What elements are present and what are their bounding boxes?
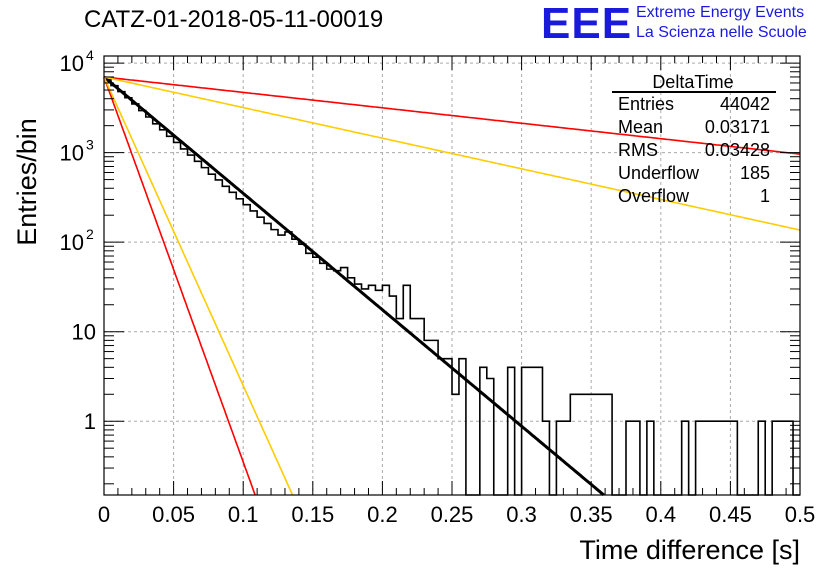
logo-line-2: La Scienza nelle Scuole — [636, 24, 807, 41]
chart-title: CATZ-01-2018-05-11-00019 — [84, 6, 384, 33]
fit-curve — [103, 76, 801, 155]
stats-entries-label: Entries — [618, 94, 674, 114]
fit-curve — [103, 75, 605, 497]
x-tick-label: 0.1 — [228, 502, 259, 527]
stats-mean-value: 0.03171 — [705, 117, 770, 137]
y-tick-label: 10 — [60, 141, 84, 166]
y-tick-exponent: 2 — [86, 226, 94, 242]
x-tick-label: 0.5 — [785, 502, 816, 527]
y-tick-label: 10 — [60, 230, 84, 255]
stats-mean-label: Mean — [618, 117, 663, 137]
stats-overflow-label: Overflow — [618, 186, 690, 206]
axes: 0 0.05 0.1 0.15 0.2 0.25 0.3 0.35 0.4 0.45 0.5 1 10 1… — [60, 47, 816, 527]
y-tick-label: 10 — [60, 51, 84, 76]
y-axis-label: Entries/bin — [12, 118, 42, 246]
logo-line-1: Extreme Energy Events — [636, 4, 805, 21]
fit-curve — [103, 76, 294, 496]
x-tick-label: 0.35 — [570, 502, 613, 527]
fit-curves — [103, 75, 801, 497]
stats-overflow-value: 1 — [760, 186, 770, 206]
stats-entries-value: 44042 — [720, 94, 770, 114]
x-tick-label: 0.15 — [291, 502, 334, 527]
x-tick-label: 0.05 — [152, 502, 195, 527]
stats-box: DeltaTime Entries 44042 Mean 0.03171 RMS… — [612, 72, 776, 206]
stats-underflow-label: Underflow — [618, 163, 700, 183]
x-tick-label: 0 — [98, 502, 110, 527]
eee-logo: EEE — [541, 0, 633, 48]
x-tick-label: 0.4 — [646, 502, 677, 527]
x-tick-label: 0.25 — [431, 502, 474, 527]
x-tick-label: 0.3 — [506, 502, 537, 527]
y-tick-label: 1 — [84, 409, 96, 434]
fit-curve — [103, 76, 801, 231]
x-tick-label: 0.2 — [367, 502, 398, 527]
x-tick-label: 0.45 — [709, 502, 752, 527]
stats-underflow-value: 185 — [740, 163, 770, 183]
fit-curve — [103, 76, 256, 496]
stats-box-title: DeltaTime — [652, 72, 733, 92]
y-tick-exponent: 3 — [86, 137, 94, 153]
x-axis-label: Time difference [s] — [579, 535, 800, 565]
stats-rms-label: RMS — [618, 140, 658, 160]
y-tick-label: 10 — [72, 320, 96, 345]
y-tick-exponent: 4 — [86, 47, 94, 63]
stats-rms-value: 0.03428 — [705, 140, 770, 160]
